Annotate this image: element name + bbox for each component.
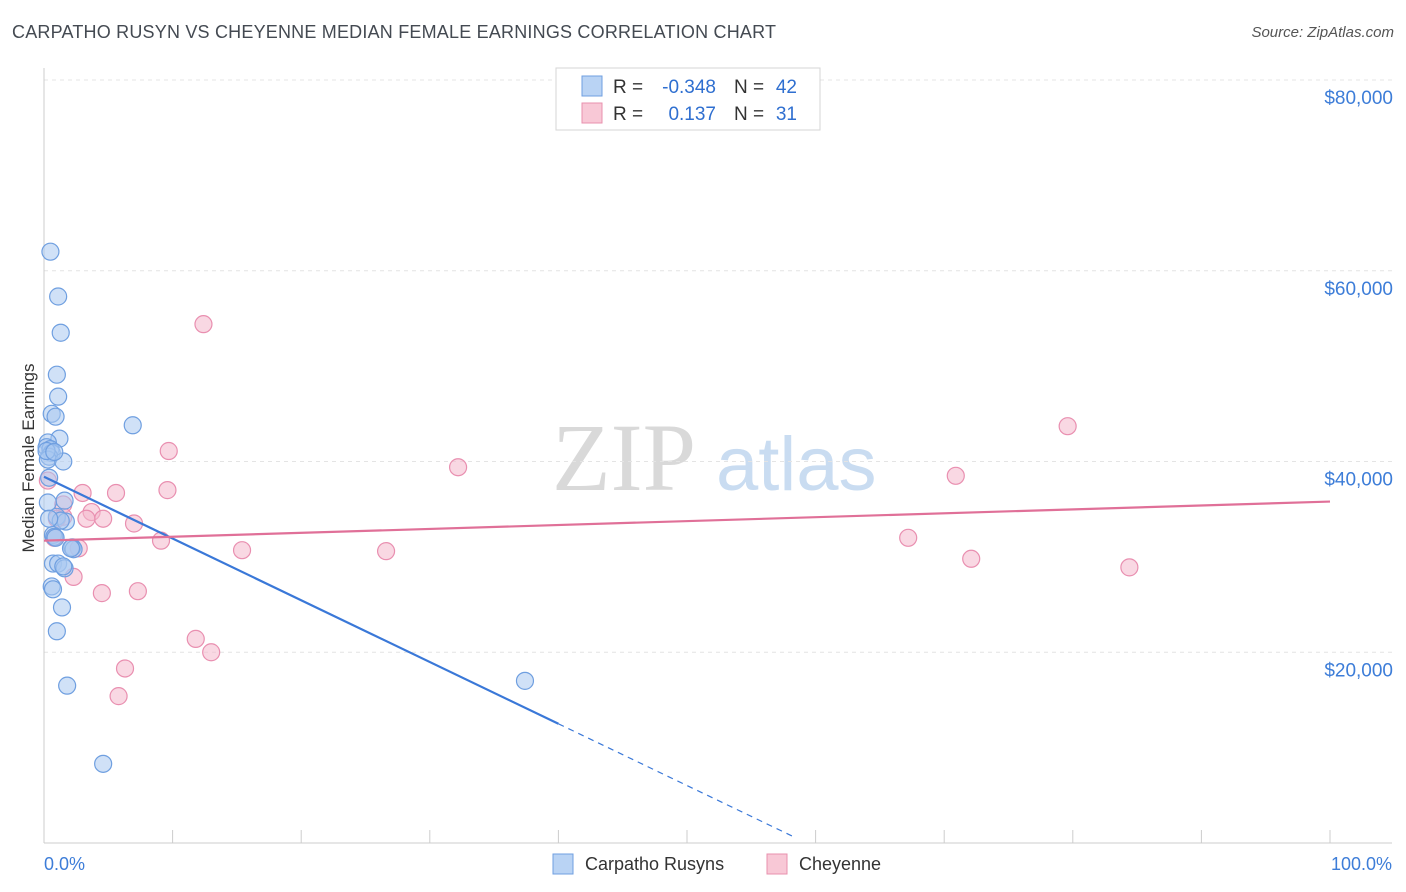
cheyenne-point: [1058, 417, 1077, 436]
x-tick-label-max: 100.0%: [1331, 854, 1392, 874]
cheyenne-point: [448, 458, 468, 477]
cheyenne-point: [376, 542, 396, 561]
carpatho-point: [40, 468, 59, 487]
y-tick-label: $20,000: [1324, 660, 1393, 681]
cheyenne-point: [77, 509, 96, 528]
cheyenne-trend-line: [43, 500, 1331, 542]
watermark-atlas: atlas: [716, 422, 877, 507]
carpatho-trend-extension: [558, 723, 797, 839]
cheyenne-point: [962, 549, 981, 568]
watermark: ZIP atlas: [552, 404, 877, 511]
series-label-cheyenne: Cheyenne: [799, 854, 881, 874]
cheyenne-point: [186, 629, 205, 648]
cheyenne-point: [92, 584, 111, 603]
carpatho-point: [55, 491, 74, 510]
carpatho-point: [40, 509, 59, 528]
carpatho-point: [515, 671, 535, 690]
cheyenne-point: [128, 582, 147, 601]
carpatho-point: [46, 528, 65, 547]
series-legend: Carpatho Rusyns Cheyenne: [552, 853, 881, 875]
legend-r-label-2: R =: [613, 104, 643, 125]
legend-r-value-1: -0.348: [662, 77, 716, 98]
y-tick-label: $40,000: [1324, 470, 1393, 491]
carpatho-point: [43, 580, 63, 599]
stats-legend: R = -0.348 N = 42 R = 0.137 N = 31: [555, 67, 821, 131]
carpatho-point: [51, 323, 70, 342]
cheyenne-point: [1120, 558, 1139, 577]
legend-n-value-2: 31: [776, 104, 797, 125]
cheyenne-point: [194, 315, 213, 334]
legend-swatch-blue: [581, 75, 603, 97]
legend-n-label-1: N =: [734, 77, 764, 98]
cheyenne-point: [946, 466, 965, 485]
x-ticks: [172, 830, 1331, 843]
series-swatch-cheyenne: [766, 853, 788, 875]
y-tick-labels: $20,000 $40,000 $60,000 $80,000: [1324, 88, 1393, 681]
trend-lines: [43, 475, 1331, 839]
x-tick-label-min: 0.0%: [44, 854, 85, 874]
carpatho-point: [123, 416, 142, 435]
carpatho-point: [41, 242, 60, 261]
y-tick-label: $60,000: [1324, 279, 1393, 300]
legend-n-label-2: N =: [734, 104, 764, 125]
carpatho-point: [94, 754, 113, 773]
legend-r-value-2: 0.137: [668, 104, 716, 125]
series-label-carpatho: Carpatho Rusyns: [585, 854, 724, 874]
legend-n-value-1: 42: [776, 77, 797, 98]
carpatho-point: [49, 387, 68, 406]
carpatho-point: [47, 622, 66, 641]
cheyenne-point: [106, 483, 126, 503]
watermark-zip: ZIP: [552, 404, 696, 511]
chart-title: CARPATHO RUSYN VS CHEYENNE MEDIAN FEMALE…: [12, 22, 777, 42]
legend-swatch-pink: [581, 102, 603, 124]
cheyenne-point: [232, 541, 252, 560]
y-axis-label: Median Female Earnings: [19, 364, 38, 553]
carpatho-point: [45, 442, 64, 462]
cheyenne-point: [109, 687, 128, 706]
cheyenne-point: [115, 659, 135, 678]
carpatho-point: [49, 287, 68, 306]
gridlines: [44, 79, 1392, 653]
carpatho-point: [61, 539, 81, 558]
legend-r-label-1: R =: [613, 77, 643, 98]
carpatho-point: [54, 557, 73, 576]
cheyenne-point: [202, 643, 221, 662]
cheyenne-point: [158, 481, 177, 500]
cheyenne-point: [159, 441, 178, 461]
carpatho-point: [46, 407, 65, 426]
carpatho-point: [47, 365, 66, 384]
cheyenne-point: [899, 528, 918, 547]
cheyenne-point: [94, 509, 113, 528]
y-tick-label: $80,000: [1324, 88, 1393, 109]
carpatho-trend-line: [43, 475, 559, 725]
source-label: Source: ZipAtlas.com: [1251, 24, 1394, 41]
carpatho-point: [52, 598, 72, 617]
series-swatch-carpatho: [552, 853, 574, 875]
carpatho-point: [58, 676, 77, 695]
